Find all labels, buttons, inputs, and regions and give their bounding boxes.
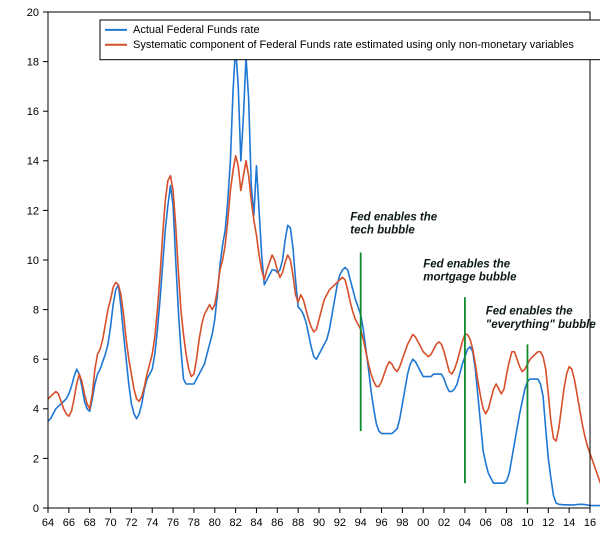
y-tick-label: 12 [27,205,39,217]
x-tick-label: 96 [375,517,387,529]
legend-label: Systematic component of Federal Funds ra… [133,39,574,51]
y-tick-label: 0 [33,503,39,515]
x-tick-label: 72 [125,517,137,529]
x-tick-label: 68 [84,517,96,529]
y-tick-label: 6 [33,354,39,366]
x-tick-label: 66 [63,517,75,529]
x-tick-label: 06 [480,517,492,529]
x-tick-label: 82 [229,517,241,529]
y-tick-label: 4 [33,404,39,416]
x-tick-label: 90 [313,517,325,529]
x-tick-label: 02 [438,517,450,529]
x-tick-label: 94 [355,517,367,529]
x-tick-label: 70 [104,517,116,529]
x-tick-label: 80 [209,517,221,529]
y-tick-label: 20 [27,7,39,19]
x-tick-label: 00 [417,517,429,529]
x-tick-label: 10 [521,517,533,529]
legend-label: Actual Federal Funds rate [133,24,260,36]
x-tick-label: 74 [146,517,158,529]
x-tick-label: 88 [292,517,304,529]
x-tick-label: 14 [563,517,575,529]
y-tick-label: 14 [27,156,39,168]
y-tick-label: 18 [27,56,39,68]
x-tick-label: 76 [167,517,179,529]
legend: Actual Federal Funds rate Systematic comp… [100,20,600,60]
x-tick-label: 92 [334,517,346,529]
x-tick-label: 86 [271,517,283,529]
x-tick-label: 84 [250,517,262,529]
x-tick-label: 16 [584,517,596,529]
x-tick-label: 12 [542,517,554,529]
x-tick-label: 04 [459,517,471,529]
y-tick-label: 10 [27,255,39,267]
y-tick-label: 8 [33,304,39,316]
x-tick-label: 98 [396,517,408,529]
x-tick-label: 08 [500,517,512,529]
y-tick-label: 16 [27,106,39,118]
x-tick-label: 78 [188,517,200,529]
fed-funds-chart: Fed enables thetech bubbleFed enables th… [0,0,600,542]
annotation-label-1: Fed enables themortgage bubble [423,258,517,283]
x-tick-label: 64 [42,517,54,529]
y-tick-label: 2 [33,453,39,465]
